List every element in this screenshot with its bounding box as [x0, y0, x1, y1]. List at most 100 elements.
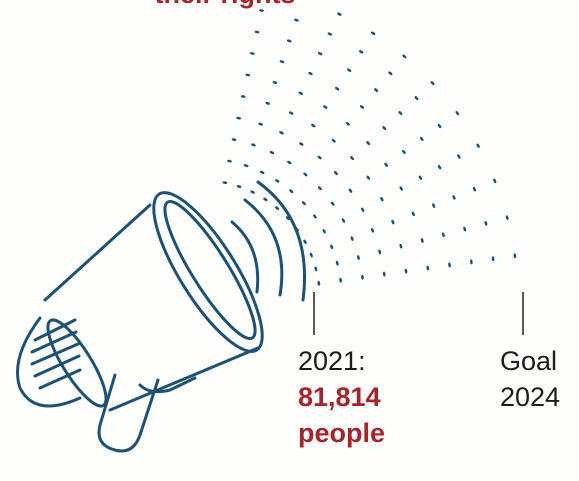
sound-dot [505, 215, 509, 221]
sound-dot [380, 197, 384, 202]
sound-dot [243, 164, 249, 168]
sound-dot [398, 111, 403, 116]
sound-dot [286, 39, 292, 43]
marker-value: 81,814 [298, 382, 381, 412]
sound-dot [236, 185, 242, 188]
sound-dot [285, 216, 290, 221]
sound-dot [350, 156, 354, 161]
sound-dot [279, 131, 284, 135]
sound-dot [327, 32, 333, 36]
sound-wave [230, 220, 260, 294]
sound-dot [359, 50, 364, 54]
sound-dot [334, 171, 338, 176]
sound-dot [299, 142, 304, 146]
sound-dot [308, 71, 313, 76]
title-fragment: their rights [154, 0, 295, 9]
sound-dot [382, 126, 387, 131]
sound-dot [250, 190, 255, 194]
sound-dot [222, 181, 228, 184]
sound-dot [309, 252, 313, 258]
sound-dot [269, 151, 275, 155]
sound-dot [513, 253, 517, 259]
sound-dot [236, 116, 242, 120]
sound-dot [331, 138, 336, 143]
sound-dot [378, 249, 382, 255]
sound-dot [259, 9, 264, 12]
sound-dot [370, 228, 375, 233]
sound-dot [330, 244, 334, 250]
sound-dot [455, 111, 460, 116]
sound-dot [404, 268, 408, 274]
sound-dot [402, 149, 406, 154]
sound-dot [317, 52, 323, 56]
sound-dot [303, 239, 307, 244]
sound-dot [418, 175, 423, 180]
marker-label: 2021: [298, 346, 366, 376]
sound-dot [491, 256, 495, 262]
sound-dot [298, 91, 304, 95]
sound-dot [384, 162, 388, 167]
sound-dot [317, 155, 322, 160]
sound-dot [330, 201, 335, 206]
sound-dot [484, 221, 488, 226]
megaphone-illustration [16, 180, 307, 453]
sound-dot [350, 236, 354, 241]
sound-dot [419, 136, 424, 141]
sound-dot [258, 122, 263, 126]
sound-dot [374, 88, 379, 92]
sound-dot [469, 259, 473, 265]
sound-dot [314, 266, 318, 272]
sound-dot [313, 214, 317, 219]
sound-dot [437, 123, 442, 129]
sound-dot [348, 188, 353, 193]
sound-dot [432, 203, 436, 208]
sound-dot [493, 178, 497, 184]
sound-dot [414, 96, 419, 101]
marker-unit: people [298, 418, 385, 448]
sound-dot [441, 232, 445, 238]
sound-dot [250, 52, 255, 55]
handle [97, 373, 160, 453]
sound-dot [457, 154, 461, 159]
cone-band [46, 318, 108, 408]
cone [43, 203, 260, 412]
sound-dot [289, 189, 294, 194]
sound-wave [256, 180, 307, 302]
sound-dot [254, 30, 260, 34]
sound-dot [388, 71, 393, 76]
sound-dot [275, 206, 280, 210]
sound-dot [426, 265, 430, 271]
sound-dot [302, 201, 306, 206]
sound-dot [463, 226, 467, 232]
marker-year: 2024 [500, 382, 560, 412]
sound-dot [279, 60, 285, 64]
sound-dot [366, 141, 371, 146]
sound-dot [295, 227, 299, 232]
sound-dot [227, 159, 232, 163]
back-cap [16, 316, 82, 408]
sound-dot [341, 218, 346, 223]
sound-dot [251, 143, 256, 147]
sound-dot [420, 238, 424, 243]
sound-dot [366, 175, 371, 180]
sound-dot [437, 165, 442, 170]
sound-dot [263, 197, 268, 202]
sound-dot [231, 138, 237, 141]
sound-dot [303, 172, 308, 177]
sound-dot [345, 121, 350, 126]
sound-dot [288, 111, 294, 115]
grip-lines [30, 318, 82, 390]
sound-dot [337, 12, 342, 16]
sound-dot [452, 195, 456, 200]
sound-dot [476, 143, 480, 148]
sound-dot [391, 219, 395, 225]
trigger [138, 376, 197, 394]
sound-dot [359, 105, 365, 109]
sound-dot [382, 271, 386, 277]
bell-inner [163, 199, 257, 341]
sound-dot [272, 81, 278, 84]
sound-dot [318, 186, 322, 191]
sound-dot [294, 18, 299, 22]
sound-dot [240, 95, 246, 98]
